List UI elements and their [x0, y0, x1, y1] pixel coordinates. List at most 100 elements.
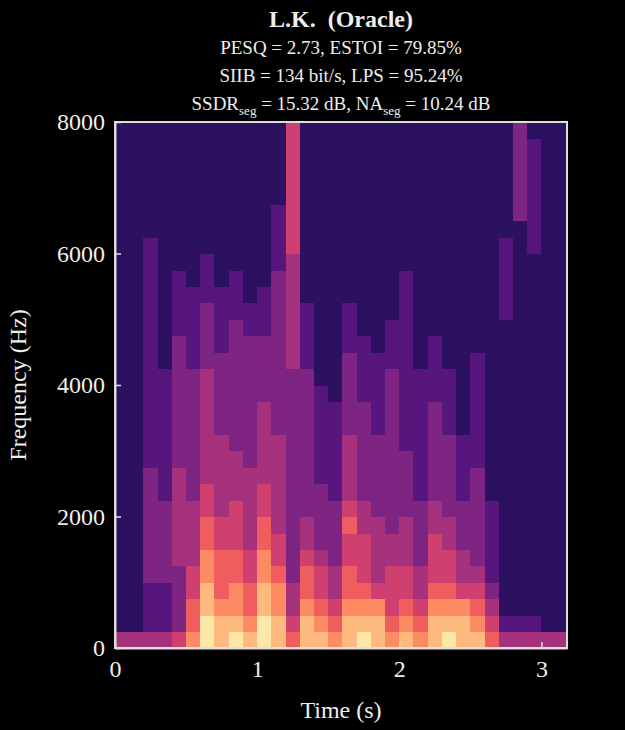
cell	[257, 336, 272, 353]
cell	[385, 286, 400, 303]
cell	[357, 582, 372, 599]
cell	[143, 188, 158, 205]
cell	[186, 500, 201, 517]
cell	[257, 549, 272, 566]
cell	[442, 270, 457, 287]
cell	[556, 385, 567, 402]
cell	[214, 319, 229, 336]
cell	[115, 500, 130, 517]
cell	[413, 549, 428, 566]
cell	[371, 270, 386, 287]
y-axis: 02000400060008000	[57, 109, 121, 661]
cell	[485, 122, 500, 139]
cell	[499, 582, 514, 599]
cell	[527, 319, 542, 336]
cell	[328, 549, 343, 566]
cell	[115, 517, 130, 534]
cell	[257, 319, 272, 336]
cell	[158, 254, 173, 271]
cell	[385, 221, 400, 238]
cell	[513, 352, 528, 369]
cell	[371, 171, 386, 188]
cell	[357, 352, 372, 369]
cell	[186, 566, 201, 583]
cell	[342, 204, 357, 221]
cell	[300, 549, 315, 566]
cell	[186, 385, 201, 402]
cell	[229, 237, 244, 254]
cell	[257, 270, 272, 287]
tick: 2	[394, 642, 406, 682]
cell	[413, 599, 428, 616]
cell	[499, 566, 514, 583]
cell	[271, 566, 286, 583]
cell	[286, 632, 301, 648]
cell	[371, 319, 386, 336]
cell	[428, 254, 443, 271]
cell	[342, 122, 357, 139]
cell	[485, 254, 500, 271]
cell	[328, 615, 343, 632]
cell	[186, 467, 201, 484]
cell	[399, 270, 414, 287]
tick-mark	[115, 122, 121, 124]
cell	[556, 303, 567, 320]
cell	[485, 632, 500, 648]
cell	[129, 369, 144, 386]
cell	[385, 336, 400, 353]
cell	[428, 237, 443, 254]
cell	[541, 188, 556, 205]
cell	[527, 221, 542, 238]
cell	[172, 418, 187, 435]
cell	[186, 599, 201, 616]
cell	[257, 632, 272, 648]
cell	[129, 171, 144, 188]
cell	[286, 385, 301, 402]
cell	[200, 352, 215, 369]
cell	[172, 632, 187, 648]
cell	[300, 221, 315, 238]
cell	[556, 270, 567, 287]
cell	[527, 517, 542, 534]
cell	[442, 188, 457, 205]
cell	[428, 221, 443, 238]
cell	[342, 632, 357, 648]
cell	[357, 434, 372, 451]
cell	[513, 369, 528, 386]
cell	[470, 204, 485, 221]
cell	[300, 632, 315, 648]
cell	[513, 237, 528, 254]
cell	[527, 303, 542, 320]
cell	[172, 467, 187, 484]
cell	[456, 204, 471, 221]
cell	[200, 599, 215, 616]
cell	[556, 369, 567, 386]
cell	[143, 369, 158, 386]
cell	[385, 254, 400, 271]
cell	[200, 418, 215, 435]
cell	[229, 155, 244, 172]
cell	[300, 352, 315, 369]
cell	[357, 286, 372, 303]
cell	[527, 632, 542, 648]
cell	[214, 467, 229, 484]
cell	[527, 451, 542, 468]
cell	[399, 155, 414, 172]
cell	[143, 582, 158, 599]
cell	[413, 237, 428, 254]
cell	[527, 434, 542, 451]
cell	[286, 369, 301, 386]
cell	[229, 254, 244, 271]
cell	[470, 122, 485, 139]
cell	[172, 385, 187, 402]
cell	[229, 122, 244, 139]
title: L.K. (Oracle)	[269, 6, 413, 32]
cell	[499, 467, 514, 484]
cell	[428, 155, 443, 172]
cell	[413, 533, 428, 550]
cell	[328, 533, 343, 550]
cell	[286, 599, 301, 616]
cell	[413, 204, 428, 221]
cell	[314, 500, 329, 517]
cell	[513, 122, 528, 139]
